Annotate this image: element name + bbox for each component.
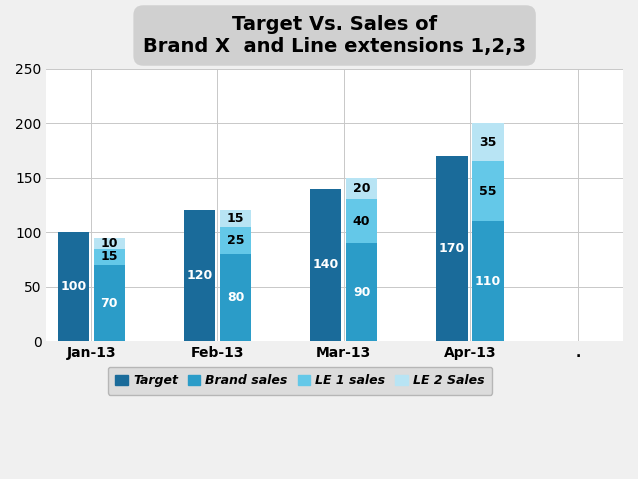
Text: 120: 120 [186,269,212,282]
Text: 35: 35 [479,136,496,149]
Text: 80: 80 [226,291,244,304]
Text: 25: 25 [226,234,244,247]
Text: 70: 70 [101,297,118,309]
Text: 140: 140 [313,258,339,272]
Text: 55: 55 [479,185,496,198]
Bar [472,221,503,341]
Text: 15: 15 [101,250,118,263]
Bar [219,227,251,254]
Bar [346,199,378,243]
Bar [219,210,251,227]
Text: 10: 10 [101,237,118,250]
Bar [436,156,468,341]
Legend: Target, Brand sales, LE 1 sales, LE 2 Sales: Target, Brand sales, LE 1 sales, LE 2 Sa… [108,367,492,395]
Text: 90: 90 [353,285,370,298]
Bar [346,178,378,199]
Bar [94,265,125,341]
Title: Target Vs. Sales of
Brand X  and Line extensions 1,2,3: Target Vs. Sales of Brand X and Line ext… [143,15,526,56]
Bar [94,249,125,265]
Text: 170: 170 [439,242,465,255]
Text: 40: 40 [353,215,371,228]
Bar [472,123,503,161]
Bar [184,210,215,341]
Text: 110: 110 [475,275,501,288]
Bar [219,254,251,341]
Bar [57,232,89,341]
Text: 100: 100 [60,280,86,293]
Text: 15: 15 [226,212,244,225]
Bar [94,238,125,249]
Bar [346,243,378,341]
Text: 20: 20 [353,182,371,195]
Bar [310,189,341,341]
Bar [472,161,503,221]
